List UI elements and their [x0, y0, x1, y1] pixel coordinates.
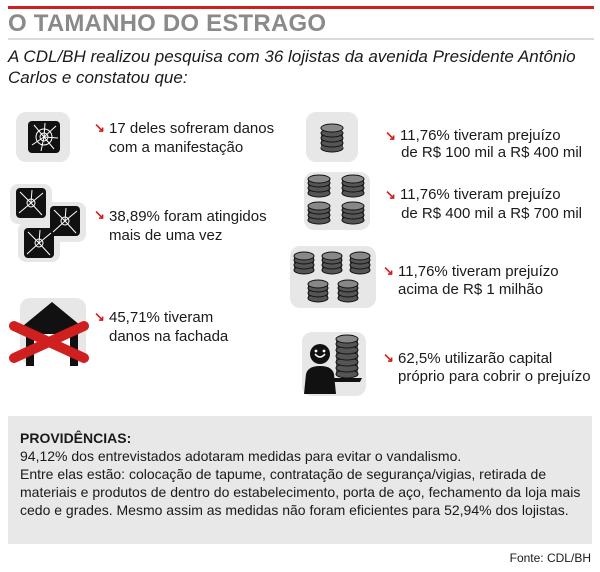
providencias-line1: 94,12% dos entrevistados adotaram medida…: [20, 448, 462, 464]
stat-loss-400-700-line1: 11,76% tiveram prejuízo: [400, 186, 561, 203]
stat-loss-100-400-line1: 11,76% tiveram prejuízo: [400, 127, 561, 144]
stat-facade-line1: 45,71% tiveram: [109, 309, 214, 326]
left-arrow-1: ↘: [94, 120, 105, 135]
crossed-out-house-icon: [8, 296, 90, 368]
stat-damaged-line1: 17 deles sofreram danos: [109, 120, 275, 137]
many-coin-stacks-icon: [290, 242, 376, 312]
right-arrow-1: ↘: [385, 128, 396, 143]
providencias-line2: Entre elas estão: colocação de tapume, c…: [20, 466, 581, 518]
left-arrow-2: ↘: [94, 207, 105, 222]
providencias-panel: [8, 416, 592, 544]
stat-own-capital-line2: próprio para cobrir o prejuízo: [398, 368, 591, 385]
right-arrow-3: ↘: [383, 263, 394, 278]
coin-stack-icon: [306, 112, 358, 162]
stat-hit-more-than-once-line2: mais de uma vez: [109, 227, 223, 244]
man-with-coins-icon: [300, 326, 370, 398]
multiple-broken-glass-icon: [8, 182, 88, 264]
stat-loss-100-400-line2: de R$ 100 mil a R$ 400 mil: [401, 144, 582, 161]
providencias-title: PROVIDÊNCIAS:: [20, 430, 132, 446]
intro-text: A CDL/BH realizou pesquisa com 36 lojist…: [8, 47, 576, 87]
stat-facade-line2: danos na fachada: [109, 328, 229, 345]
right-arrow-2: ↘: [385, 187, 396, 202]
stat-loss-over-1m-line2: acima de R$ 1 milhão: [398, 281, 544, 298]
stat-loss-over-1m-line1: 11,76% tiveram prejuízo: [398, 263, 559, 280]
stat-damaged-line2: com a manifestação: [109, 139, 244, 156]
left-arrow-3: ↘: [94, 309, 105, 324]
title-underline: [8, 38, 594, 40]
stat-own-capital-line1: 62,5% utilizarão capital: [398, 350, 553, 367]
page-title: O TAMANHO DO ESTRAGO: [8, 10, 327, 37]
right-arrow-4: ↘: [383, 350, 394, 365]
title-rule: [8, 6, 594, 9]
providencias-text: 94,12% dos entrevistados adotaram medida…: [20, 447, 586, 519]
broken-glass-icon: [16, 112, 70, 162]
stat-loss-400-700-line2: de R$ 400 mil a R$ 700 mil: [401, 205, 582, 222]
source-credit: Fonte: CDL/BH: [509, 551, 591, 565]
stat-hit-more-than-once-line1: 38,89% foram atingidos: [109, 208, 267, 225]
coin-stacks-icon: [304, 172, 370, 230]
